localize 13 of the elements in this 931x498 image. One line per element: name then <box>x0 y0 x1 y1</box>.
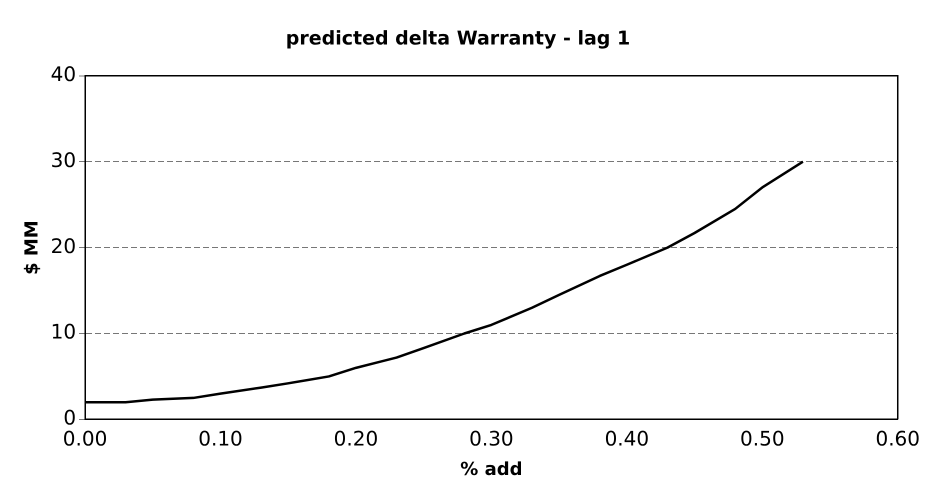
x-tick-label: 0.10 <box>198 426 243 451</box>
y-tick-label: 40 <box>50 62 76 86</box>
x-tick-label: 0.30 <box>469 426 514 451</box>
y-tick-label: 30 <box>50 148 76 172</box>
x-axis-title: % add <box>460 458 522 480</box>
x-tick-label: 0.20 <box>334 426 378 451</box>
y-axis-title: $ MM <box>21 220 42 275</box>
y-tick-label: 20 <box>50 234 76 258</box>
chart-title: predicted delta Warranty - lag 1 <box>286 27 630 50</box>
y-tick-label: 10 <box>50 320 76 344</box>
x-tick-label: 0.40 <box>604 426 650 451</box>
x-tick-label: 0.60 <box>875 426 920 451</box>
x-tick-label: 0.50 <box>740 426 785 451</box>
